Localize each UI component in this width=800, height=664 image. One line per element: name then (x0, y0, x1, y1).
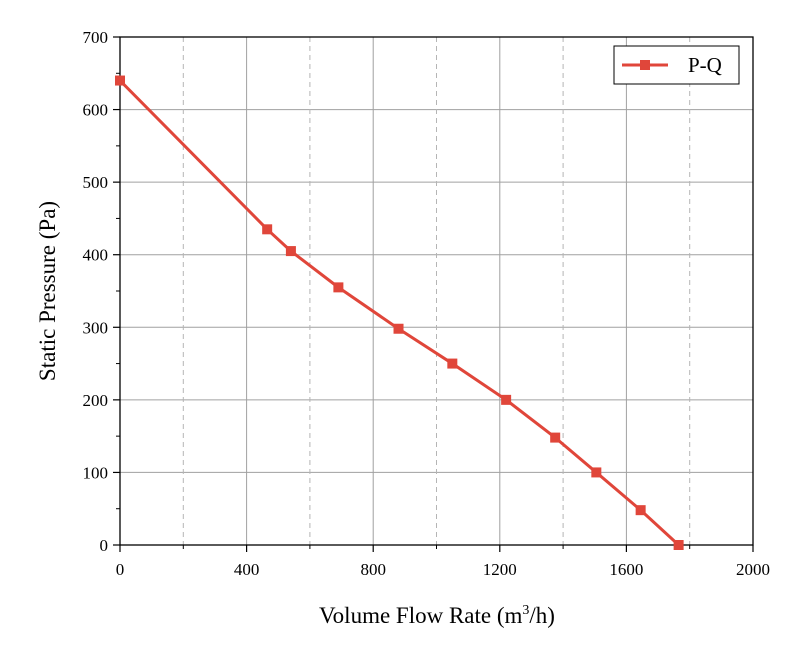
data-point-P-Q-4 (393, 323, 404, 334)
x-tick-label-800: 800 (360, 560, 386, 579)
y-tick-label-600: 600 (83, 101, 109, 120)
data-point-P-Q-8 (591, 467, 602, 478)
legend: P-Q (613, 45, 740, 85)
y-tick-label-0: 0 (100, 536, 109, 555)
data-point-P-Q-7 (550, 432, 561, 443)
data-point-P-Q-0 (115, 75, 125, 86)
x-tick-label-1600: 1600 (609, 560, 643, 579)
x-axis-title-superscript: 3 (522, 603, 529, 618)
y-tick-label-300: 300 (83, 318, 109, 337)
data-point-P-Q-2 (285, 246, 296, 257)
series-layer (115, 75, 684, 550)
y-tick-label-500: 500 (83, 173, 109, 192)
y-axis-title: Static Pressure (Pa) (35, 201, 60, 381)
y-tick-label-400: 400 (83, 246, 109, 265)
data-point-P-Q-5 (447, 358, 458, 369)
data-point-P-Q-9 (635, 505, 646, 516)
y-tick-label-200: 200 (83, 391, 109, 410)
x-tick-label-0: 0 (116, 560, 125, 579)
y-tick-label-100: 100 (83, 463, 109, 482)
x-tick-label-400: 400 (234, 560, 260, 579)
data-point-P-Q-3 (333, 282, 344, 293)
x-axis-title-suffix: /h) (529, 603, 555, 628)
x-tick-label-2000: 2000 (736, 560, 770, 579)
data-point-P-Q-6 (501, 394, 512, 405)
y-tick-label-700: 700 (83, 28, 109, 47)
tick-layer: 0 100 200 300 400 500 600 700 0 400 800 1200 1600 200… (83, 28, 771, 579)
x-tick-label-1200: 1200 (483, 560, 517, 579)
data-point-P-Q-1 (262, 224, 273, 235)
legend-label-pq: P-Q (688, 53, 722, 77)
data-point-P-Q-10 (673, 540, 684, 550)
grid-layer (120, 37, 753, 545)
legend-marker-swatch (640, 60, 650, 70)
x-axis-title: Volume Flow Rate (m3/h) (319, 603, 555, 628)
